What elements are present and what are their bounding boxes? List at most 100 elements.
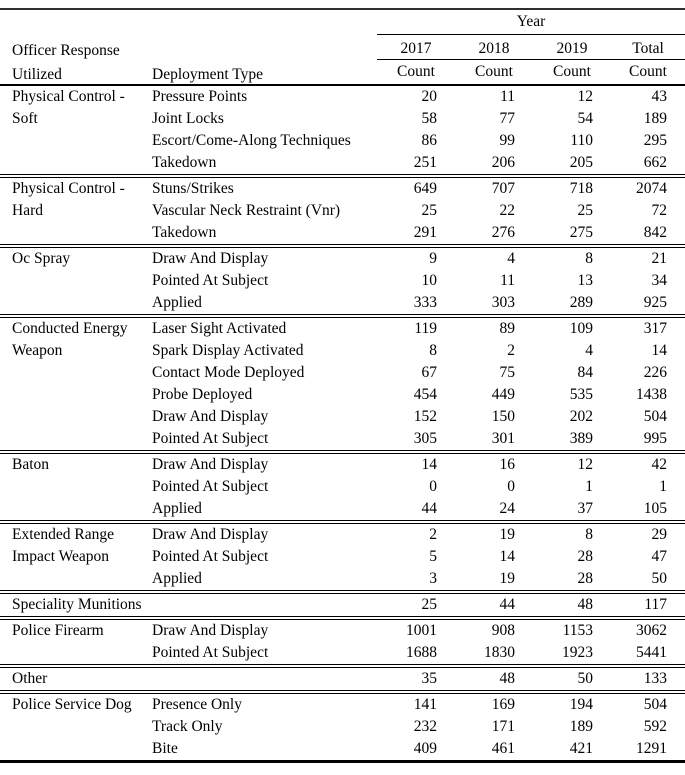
count-cell: 295	[643, 132, 668, 149]
count-cell: 649	[413, 180, 437, 197]
count-cell: 50	[577, 670, 594, 687]
table-row: Physical Control - Hard Stuns/Strikes 649 7…	[0, 176, 685, 219]
count-cell: 275	[569, 224, 593, 241]
count-cell: 21	[651, 250, 668, 267]
col-header-total: Total	[611, 34, 685, 60]
table-section: Physical Control - Hard Stuns/Strikes 649 7…	[0, 176, 685, 246]
table-row: Conducted Energy Weapon Laser Sight Activ…	[0, 316, 685, 359]
table-header: Year Officer Response 2017 2018 2019 Tot…	[0, 9, 685, 86]
deployment-type-cell: Pointed At Subject	[152, 644, 269, 661]
count-cell: 449	[491, 386, 515, 403]
count-cell: 535	[569, 386, 593, 403]
count-cell: 504	[643, 696, 668, 713]
count-header: Count	[533, 59, 611, 86]
count-cell: 171	[491, 718, 515, 735]
table-section: Physical Control - Soft Pressure Points 20…	[0, 85, 685, 176]
count-cell: 89	[499, 320, 516, 337]
deployment-type-cell: Pointed At Subject	[152, 272, 269, 289]
count-cell: 14	[499, 548, 516, 565]
count-cell: 317	[643, 320, 668, 337]
count-cell: 3	[429, 570, 437, 587]
count-labels-row: Utilized Deployment Type Count Count Cou…	[0, 59, 685, 86]
deployment-type-cell: Pointed At Subject	[152, 430, 269, 447]
col-header-officer-response-line2: Utilized	[0, 59, 142, 86]
count-cell: 1923	[562, 644, 593, 661]
count-cell: 22	[499, 202, 516, 219]
count-cell: 54	[577, 110, 594, 127]
table-section: Police Firearm Draw And Display 1001 908 115…	[0, 618, 685, 666]
col-header-deployment-type: Deployment Type	[142, 59, 377, 86]
table-row: Pointed At Subject 1688 1830 1923 5441	[0, 642, 685, 666]
header-blank-cell	[142, 35, 377, 60]
table-row: Other 35 48 50 133	[0, 666, 685, 692]
count-cell: 662	[643, 154, 668, 171]
deployment-type-cell: Stuns/Strikes	[152, 180, 234, 197]
table-section: Extended Range Impact Weapon Draw And Dis…	[0, 522, 685, 592]
count-cell: 4	[507, 250, 515, 267]
year-group-row: Year	[0, 9, 685, 35]
category-cell: Physical Control - Soft	[12, 88, 125, 127]
table-row: Contact Mode Deployed 67 75 84 226	[0, 362, 685, 384]
count-cell: 47	[651, 548, 668, 565]
category-cell: Police Service Dog	[12, 696, 132, 713]
deployment-type-cell: Escort/Come-Along Techniques	[152, 132, 351, 149]
count-cell: 189	[569, 718, 593, 735]
table-row: Speciality Munitions 25 44 48 117	[0, 592, 685, 618]
count-cell: 13	[577, 272, 594, 289]
table-row: Track Only 232 171 189 592	[0, 716, 685, 738]
count-cell: 1153	[562, 622, 593, 639]
year-columns-row: Officer Response 2017 2018 2019 Total	[0, 34, 685, 60]
count-cell: 1291	[636, 740, 668, 757]
count-cell: 48	[577, 596, 594, 613]
count-cell: 389	[569, 430, 593, 447]
count-cell: 925	[643, 294, 668, 311]
count-cell: 2074	[636, 180, 668, 197]
col-header-officer-response-line1: Officer Response	[12, 41, 120, 59]
count-cell: 29	[651, 526, 668, 543]
count-cell: 276	[491, 224, 515, 241]
deployment-type-cell: Applied	[152, 294, 202, 311]
count-cell: 421	[569, 740, 593, 757]
count-cell: 409	[413, 740, 437, 757]
table-row: Applied 44 24 37 105	[0, 498, 685, 522]
count-cell: 77	[499, 110, 516, 127]
count-cell: 1830	[484, 644, 515, 661]
category-cell: Other	[12, 670, 48, 687]
table-section: Other 35 48 50 133	[0, 666, 685, 692]
year-group-header: Year	[377, 9, 685, 35]
count-cell: 150	[491, 408, 515, 425]
count-cell: 50	[651, 570, 668, 587]
deployment-type-cell: Draw And Display	[152, 408, 269, 425]
table-row: Pointed At Subject 305 301 389 995	[0, 428, 685, 452]
count-cell: 226	[643, 364, 668, 381]
table-row: Police Service Dog Presence Only 141 169 194…	[0, 692, 685, 716]
col-header-2017: 2017	[377, 34, 455, 60]
count-cell: 461	[491, 740, 515, 757]
table-row: Bite 409 461 421 1291	[0, 738, 685, 762]
count-cell: 5441	[636, 644, 668, 661]
count-cell: 19	[499, 570, 516, 587]
count-cell: 3062	[636, 622, 668, 639]
count-cell: 718	[569, 180, 593, 197]
table-row: Spark Display Activated 8 2 4 14	[0, 340, 685, 362]
table-section: Speciality Munitions 25 44 48 117	[0, 592, 685, 618]
count-cell: 206	[491, 154, 515, 171]
category-cell: Police Firearm	[12, 622, 104, 639]
count-cell: 133	[643, 670, 668, 687]
count-cell: 291	[413, 224, 437, 241]
deployment-type-cell: Bite	[152, 740, 178, 757]
count-cell: 194	[569, 696, 593, 713]
count-cell: 8	[429, 342, 437, 359]
category-cell: Conducted Energy Weapon	[12, 320, 128, 359]
count-cell: 117	[644, 596, 668, 613]
deployment-type-cell: Spark Display Activated	[152, 342, 304, 359]
count-cell: 19	[499, 526, 516, 543]
table-section: Baton Draw And Display 14 16 12 42 Pointed At …	[0, 452, 685, 522]
deployment-type-cell: Vascular Neck Restraint (Vnr)	[152, 202, 341, 219]
count-cell: 1	[585, 478, 593, 495]
count-cell: 504	[643, 408, 668, 425]
table-row: Takedown 251 206 205 662	[0, 152, 685, 176]
category-cell: Speciality Munitions	[12, 596, 142, 613]
count-cell: 592	[643, 718, 668, 735]
count-cell: 842	[643, 224, 668, 241]
